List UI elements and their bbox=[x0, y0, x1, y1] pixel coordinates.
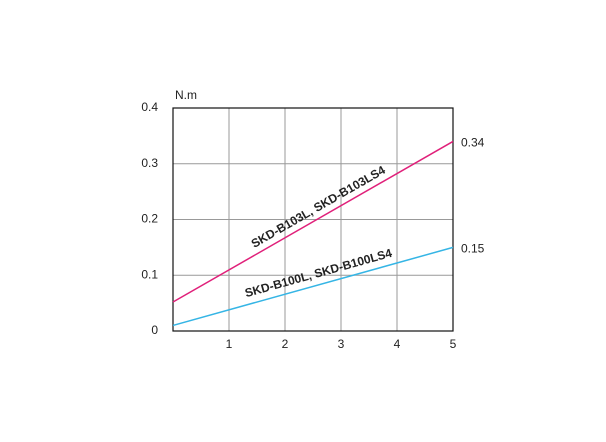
series-label: SKD-B100L, SKD-B100LS4 bbox=[243, 246, 394, 300]
y-axis-label: N.m bbox=[175, 88, 197, 102]
x-tick-label: 4 bbox=[394, 337, 401, 351]
data-label: 0.34 bbox=[461, 136, 485, 150]
line bbox=[172, 246, 454, 327]
data-label: 0.15 bbox=[461, 242, 485, 256]
line bbox=[172, 140, 454, 303]
y-tick-label: 0 bbox=[151, 323, 158, 337]
y-tick-label: 0.4 bbox=[141, 100, 158, 114]
y-tick-label: 0.1 bbox=[141, 267, 158, 281]
plot-frame bbox=[172, 107, 454, 332]
series-label: SKD-B103L, SKD-B103LS4 bbox=[249, 163, 388, 251]
x-tick-label: 2 bbox=[282, 337, 289, 351]
x-tick-label: 5 bbox=[450, 337, 457, 351]
x-tick-label: 1 bbox=[226, 337, 233, 351]
y-tick-label: 0.3 bbox=[141, 156, 158, 170]
x-tick-label: 3 bbox=[338, 337, 345, 351]
y-tick-label: 0.2 bbox=[141, 212, 158, 226]
